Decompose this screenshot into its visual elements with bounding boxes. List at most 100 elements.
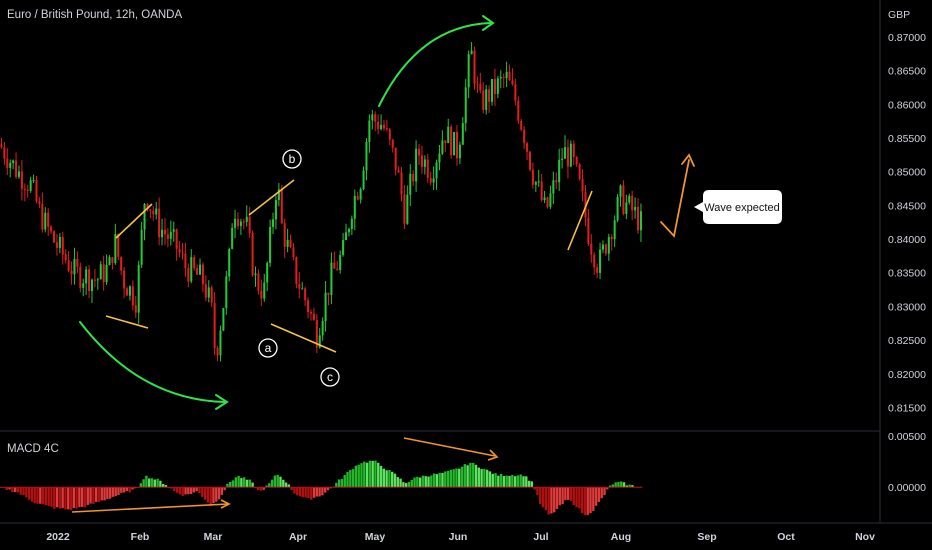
candle-body: [29, 180, 32, 191]
trend-line[interactable]: [115, 203, 153, 239]
macd-bar: [589, 487, 592, 514]
candle-body: [336, 268, 339, 271]
macd-bar: [25, 487, 28, 498]
candle-body: [58, 237, 61, 248]
macd-bar: [424, 476, 427, 488]
macd-bar: [617, 481, 620, 488]
macd-bar: [396, 477, 399, 488]
candle-body: [400, 172, 403, 195]
chart-title: Euro / British Pound, 12h, OANDA: [7, 9, 182, 21]
trend-line[interactable]: [567, 190, 593, 251]
macd-bar: [564, 487, 567, 501]
candle-body: [292, 247, 295, 257]
macd-bar: [189, 487, 193, 495]
time-axis-ticks[interactable]: 2022 Feb Mar Apr May Jun Jul Aug Sep Oct Nov: [46, 531, 875, 543]
candle-body: [339, 255, 342, 271]
candle-body: [330, 262, 333, 296]
candle-body: [566, 147, 569, 167]
candle-body: [327, 292, 330, 296]
candle-body: [359, 189, 362, 200]
candle-body: [76, 258, 79, 267]
candle-body: [120, 256, 123, 271]
macd-bar: [36, 487, 39, 504]
candle-body: [502, 77, 505, 79]
candle-body: [269, 226, 272, 263]
arrow-rising-curve[interactable]: [378, 22, 491, 107]
macd-bar: [86, 487, 89, 505]
trend-line[interactable]: [270, 323, 337, 353]
candle-body: [344, 232, 348, 241]
macd-bar: [16, 487, 20, 493]
arrow-down-up-curve[interactable]: [79, 321, 226, 403]
macd-bar: [583, 487, 587, 516]
macd-bar: [170, 487, 173, 489]
candle-body: [426, 159, 429, 179]
candle-body: [26, 189, 29, 191]
callout-bubble: [694, 190, 782, 224]
wave-label-b: b: [282, 149, 302, 169]
macd-bar: [145, 475, 148, 488]
candle-body: [444, 140, 447, 144]
time-tick-label: Sep: [697, 531, 716, 543]
candle-body: [385, 128, 388, 130]
candle-body: [234, 218, 237, 228]
price-tick-label: 0.83500: [888, 268, 926, 280]
candle-body: [155, 208, 158, 215]
candle-body: [283, 223, 286, 247]
candle-body: [93, 279, 96, 281]
candle-body: [152, 210, 155, 215]
macd-trend-line[interactable]: [71, 503, 229, 513]
macd-bar: [351, 469, 355, 488]
macd-bar: [134, 487, 137, 489]
candle-body: [631, 195, 634, 211]
macd-bar: [5, 487, 8, 491]
candle-body: [628, 195, 631, 203]
candle-body: [175, 229, 178, 250]
candle-body: [435, 162, 438, 179]
macd-bar: [608, 485, 612, 488]
macd-bar: [298, 487, 302, 497]
time-tick-label: May: [365, 531, 386, 543]
candle-body: [409, 173, 412, 195]
macd-bar: [226, 483, 229, 488]
expected-wave-path[interactable]: [660, 159, 690, 238]
macd-bar: [455, 468, 458, 488]
macd-bar: [92, 487, 95, 504]
candle-body: [146, 203, 149, 210]
price-tick-label: 0.84000: [888, 234, 926, 246]
price-axis-ticks[interactable]: 0.87000 0.86500 0.86000 0.85500 0.85000 0.845…: [888, 32, 926, 414]
wave-expected-callout[interactable]: Wave expected: [694, 190, 782, 224]
candle-body: [476, 83, 479, 85]
candle-body: [374, 114, 377, 122]
macd-axis-ticks[interactable]: 0.00500 0.00000: [888, 431, 926, 494]
macd-trend-line[interactable]: [403, 437, 496, 457]
candle-body: [464, 87, 467, 124]
macd-bar: [337, 479, 341, 488]
macd-bar: [55, 487, 59, 508]
green-curved-arrows[interactable]: [79, 15, 495, 410]
yellow-trend-lines[interactable]: [71, 179, 593, 513]
macd-bar: [248, 479, 251, 488]
candle-body: [362, 170, 365, 190]
candle-body: [347, 228, 350, 233]
candle-body: [610, 236, 613, 240]
macd-bar: [80, 487, 84, 507]
macd-bar: [19, 487, 22, 495]
macd-bar: [75, 487, 78, 509]
candle-body: [453, 132, 456, 156]
expected-wave-arrow[interactable]: [660, 153, 695, 238]
candle-body: [50, 226, 53, 232]
candle-body: [9, 162, 12, 168]
macd-bar: [449, 469, 453, 488]
macd-bar: [505, 475, 508, 488]
candle-body: [523, 129, 526, 144]
macd-bar: [50, 487, 53, 507]
candle-body: [353, 195, 356, 219]
candle-body: [429, 178, 432, 183]
candle-body: [70, 270, 73, 275]
trend-line[interactable]: [248, 179, 295, 216]
macd-bar: [284, 482, 288, 488]
macd-bar: [335, 482, 338, 488]
trend-line[interactable]: [105, 315, 149, 329]
